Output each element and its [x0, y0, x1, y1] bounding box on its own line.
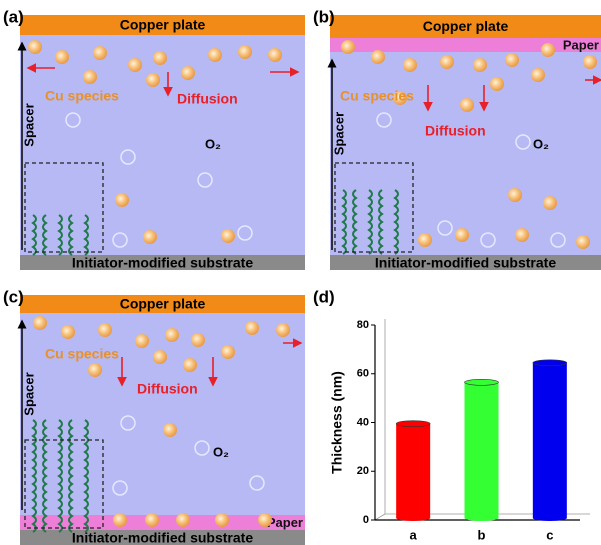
substrate-label: Initiator-modified substrate	[375, 255, 556, 271]
cu-particle	[583, 55, 597, 69]
oxygen-label: O₂	[533, 136, 549, 151]
bar	[396, 424, 430, 518]
floor-edge	[375, 514, 385, 520]
copper-label: Copper plate	[120, 296, 206, 312]
cu-particle	[576, 235, 590, 249]
cu-species-label: Cu species	[45, 88, 119, 104]
cu-particle	[455, 228, 469, 242]
cu-particle	[215, 513, 229, 527]
cu-particle	[153, 350, 167, 364]
diffusion-label: Diffusion	[177, 91, 238, 107]
cu-particle	[245, 321, 259, 335]
cu-particle	[191, 333, 205, 347]
spacer-label: Spacer	[21, 372, 36, 415]
substrate-label: Initiator-modified substrate	[72, 255, 253, 271]
x-tick-label: b	[478, 527, 486, 542]
diffusion-label: Diffusion	[425, 123, 486, 139]
cu-particle	[93, 46, 107, 60]
cu-particle	[221, 229, 235, 243]
oxygen-label: O₂	[213, 444, 229, 459]
cu-particle	[83, 70, 97, 84]
cu-particle	[418, 233, 432, 247]
y-tick-label: 80	[357, 319, 369, 331]
cu-particle	[115, 193, 129, 207]
bar-top	[396, 421, 430, 427]
panel-label: (b)	[313, 7, 335, 26]
bar-top	[533, 360, 567, 366]
cu-particle	[505, 53, 519, 67]
copper-label: Copper plate	[423, 18, 509, 34]
cu-particle	[238, 45, 252, 59]
cu-species-label: Cu species	[45, 346, 119, 362]
cu-particle	[135, 334, 149, 348]
cu-particle	[143, 230, 157, 244]
solution	[20, 35, 305, 255]
cu-particle	[181, 66, 195, 80]
substrate-label: Initiator-modified substrate	[72, 530, 253, 545]
y-tick-label: 40	[357, 416, 369, 428]
panel-label: (c)	[3, 287, 24, 306]
cu-particle	[61, 325, 75, 339]
cu-particle	[403, 58, 417, 72]
bar	[533, 363, 567, 518]
y-axis-label: Thickness (nm)	[329, 371, 345, 474]
cu-particle	[508, 188, 522, 202]
cu-particle	[128, 58, 142, 72]
bar-top	[465, 379, 499, 385]
y-tick-label: 20	[357, 465, 369, 477]
cu-particle	[88, 363, 102, 377]
cu-particle	[371, 50, 385, 64]
y-tick-label: 60	[357, 368, 369, 380]
bar	[465, 382, 499, 518]
spacer-label: Spacer	[21, 103, 36, 146]
cu-particle	[33, 316, 47, 330]
solution	[20, 313, 305, 515]
cu-particle	[183, 358, 197, 372]
cu-particle	[341, 40, 355, 54]
cu-particle	[113, 513, 127, 527]
cu-particle	[440, 55, 454, 69]
x-tick-label: a	[410, 527, 418, 542]
cu-particle	[145, 513, 159, 527]
cu-particle	[163, 423, 177, 437]
panel-label: (d)	[313, 287, 335, 306]
cu-particle	[460, 98, 474, 112]
figure: Copper plate Initiator-modified substrate…	[0, 0, 601, 545]
x-tick-label: c	[546, 527, 553, 542]
cu-particle	[541, 43, 555, 57]
cu-particle	[515, 228, 529, 242]
paper-label: Paper	[267, 515, 303, 530]
cu-particle	[98, 323, 112, 337]
cu-particle	[28, 40, 42, 54]
cu-particle	[276, 323, 290, 337]
cu-species-label: Cu species	[340, 88, 414, 104]
cu-particle	[55, 50, 69, 64]
cu-particle	[268, 48, 282, 62]
cu-particle	[473, 58, 487, 72]
cu-particle	[258, 513, 272, 527]
cu-particle	[146, 73, 160, 87]
cu-particle	[221, 345, 235, 359]
y-tick-label: 0	[363, 514, 369, 526]
paper	[330, 38, 601, 52]
spacer-label: Spacer	[331, 112, 346, 155]
cu-particle	[531, 68, 545, 82]
cu-particle	[543, 196, 557, 210]
panel-label: (a)	[3, 7, 24, 26]
cu-particle	[208, 48, 222, 62]
copper-label: Copper plate	[120, 17, 206, 33]
diffusion-label: Diffusion	[137, 381, 198, 397]
cu-particle	[176, 513, 190, 527]
oxygen-label: O₂	[205, 136, 221, 151]
paper-label: Paper	[563, 37, 599, 52]
cu-particle	[165, 328, 179, 342]
cu-particle	[153, 51, 167, 65]
cu-particle	[490, 77, 504, 91]
